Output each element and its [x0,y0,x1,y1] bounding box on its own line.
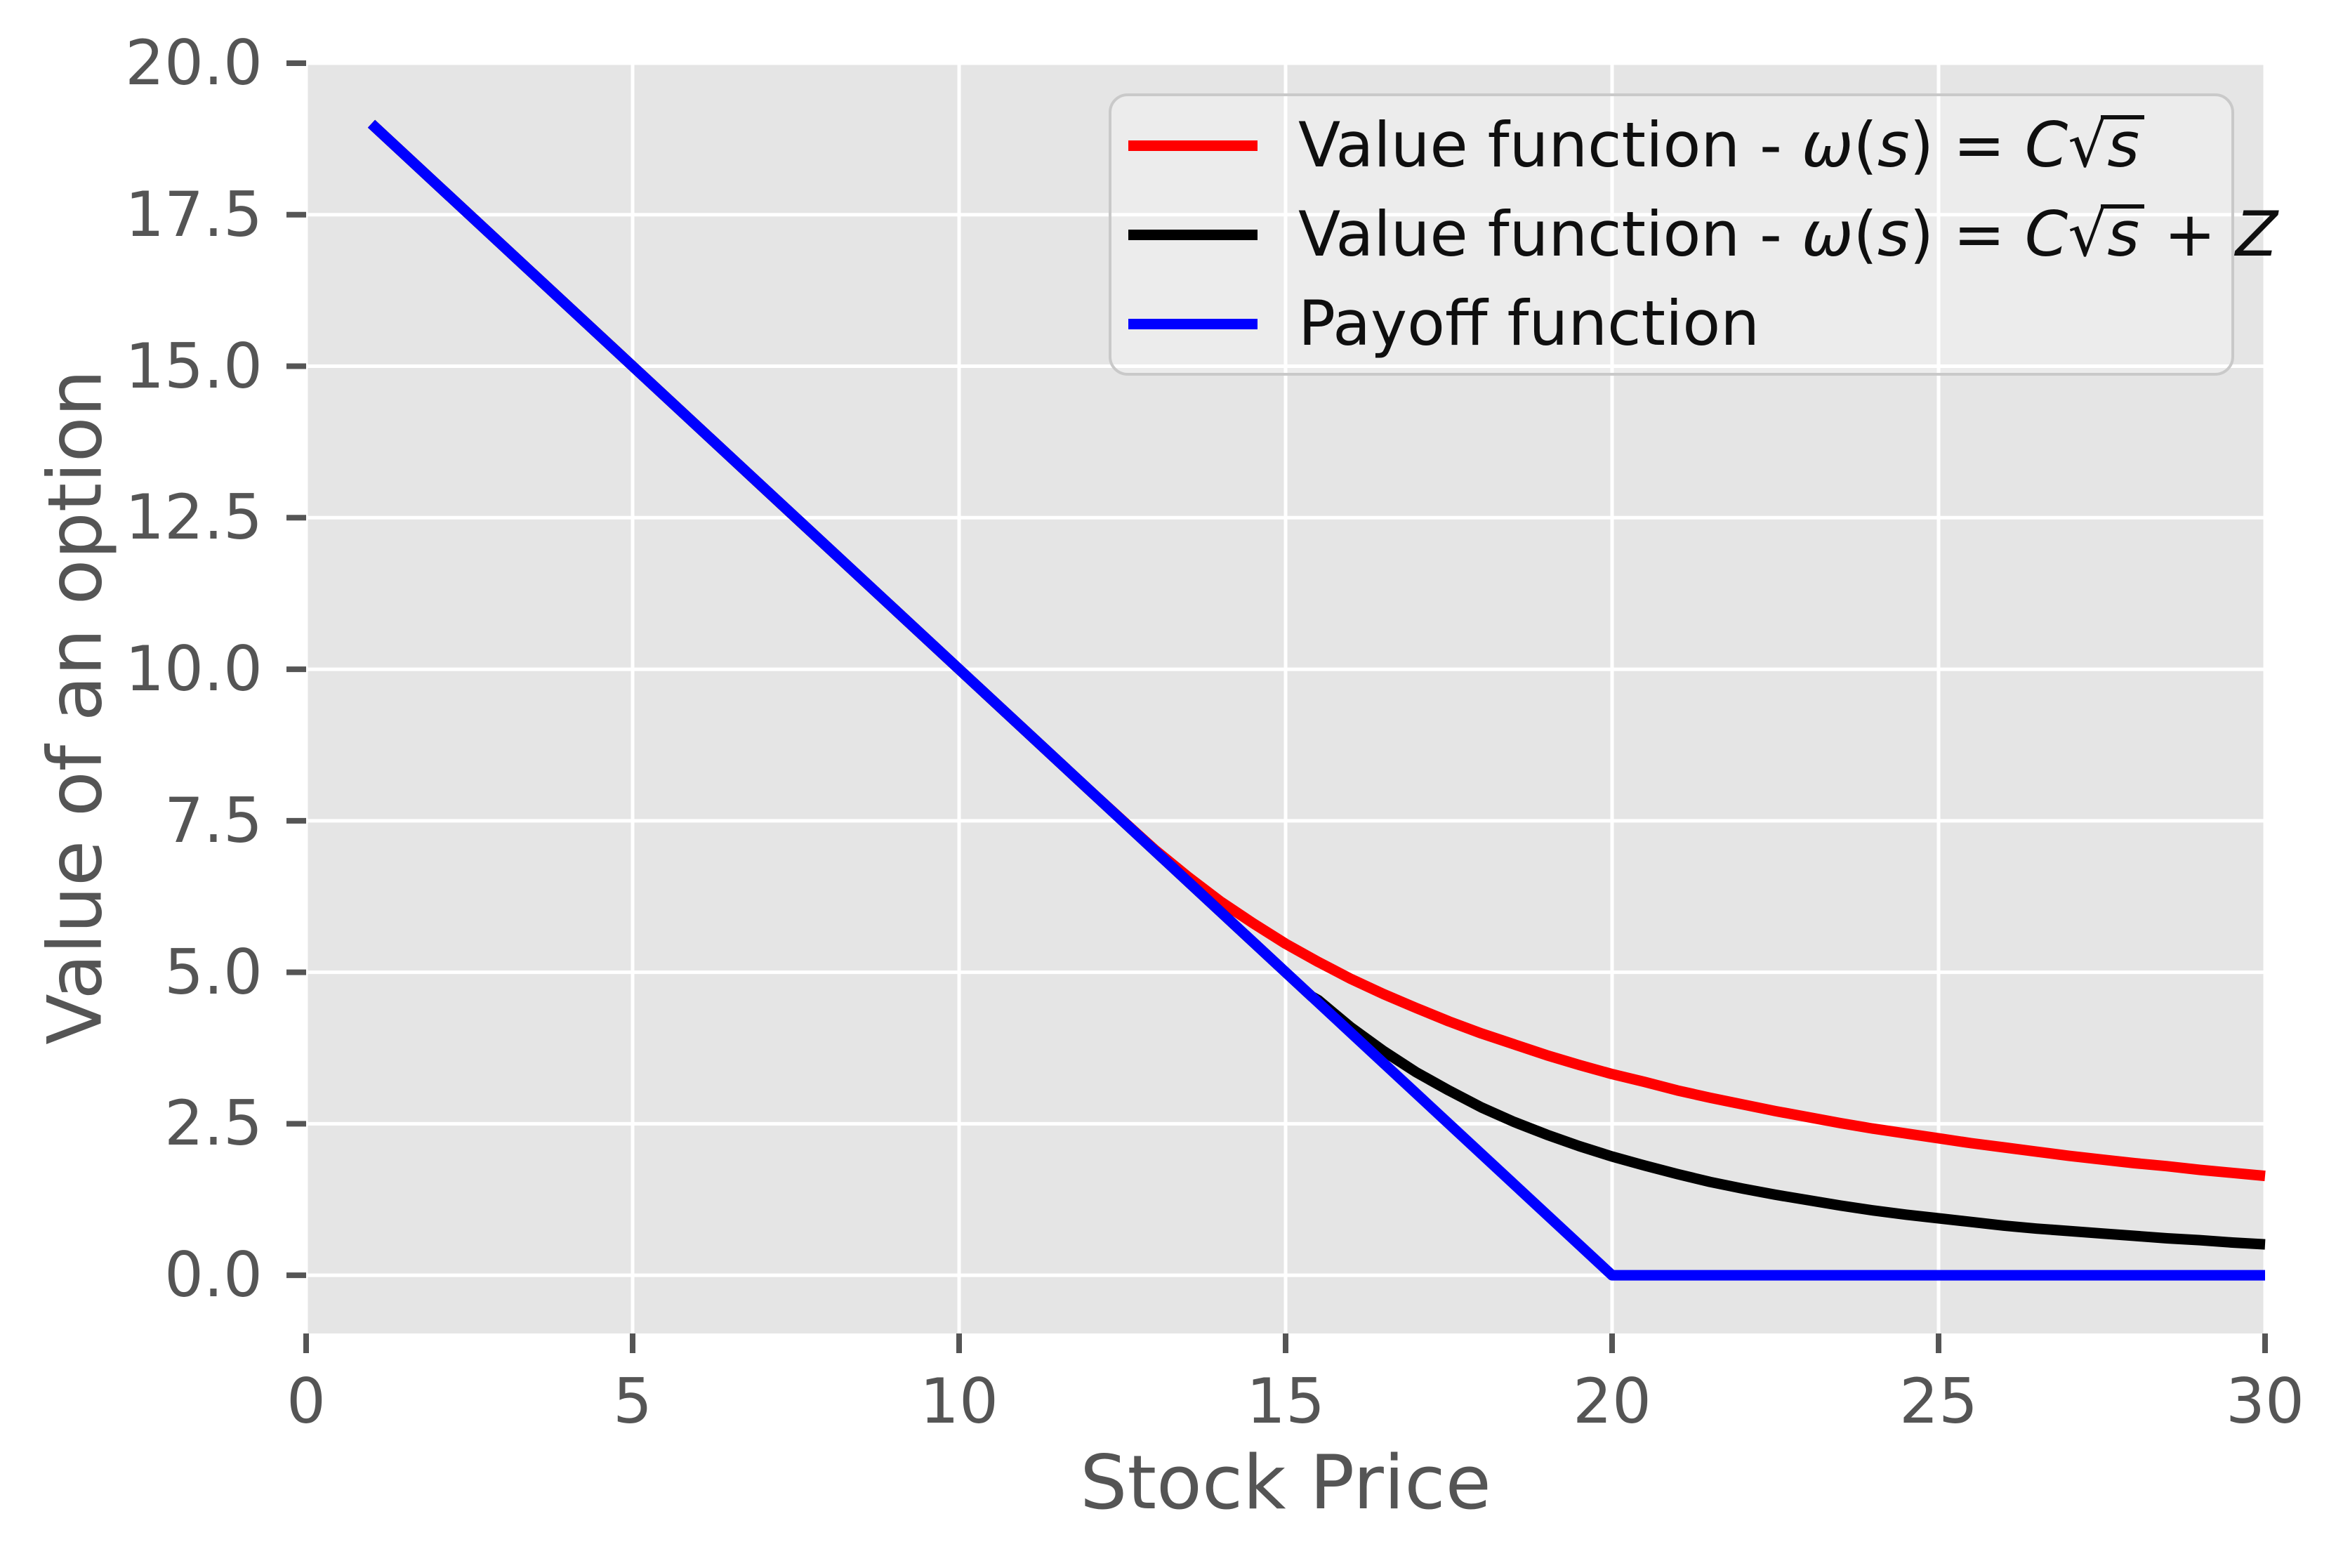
x-tick-label: 15 [1246,1365,1325,1437]
y-tick-label: 0.0 [164,1239,263,1312]
legend-line-swatch [1128,140,1258,151]
x-tick-label: 30 [2226,1365,2304,1437]
legend-item: Value function - ω(s) = C√s [1111,101,2231,190]
y-tick-label: 15.0 [125,329,263,402]
legend-line-swatch [1128,229,1258,240]
series-line-2 [367,119,2265,1281]
y-tick-label: 17.5 [125,178,263,251]
y-tick-label: 7.5 [164,784,263,857]
y-tick-label: 20.0 [125,27,263,99]
x-axis-label: Stock Price [1080,1439,1491,1526]
y-tick-label: 10.0 [125,633,263,706]
legend-label: Payoff function [1298,287,1760,360]
legend-label: Value function - ω(s) = C√s [1298,114,2145,176]
y-tick-label: 2.5 [164,1087,263,1160]
x-tick-label: 10 [920,1365,998,1437]
x-tick-label: 20 [1573,1365,1651,1437]
y-axis-label: Value of an option [32,369,119,1045]
legend-item: Payoff function [1111,279,2231,369]
sqrt-expression: √s [2068,198,2145,270]
y-tick-label: 12.5 [125,481,263,554]
legend-item: Value function - ω(s) = C√s + Z [1111,190,2278,279]
x-tick-label: 5 [613,1365,652,1437]
legend-line-swatch [1128,318,1258,329]
legend: Value function - ω(s) = C√s Value functio… [1109,93,2278,376]
x-tick-label: 0 [286,1365,326,1437]
x-tick-label: 25 [1899,1365,1978,1437]
sqrt-expression: √s [2068,109,2145,181]
legend-label: Value function - ω(s) = C√s + Z [1298,198,2278,270]
y-tick-label: 5.0 [164,935,263,1008]
